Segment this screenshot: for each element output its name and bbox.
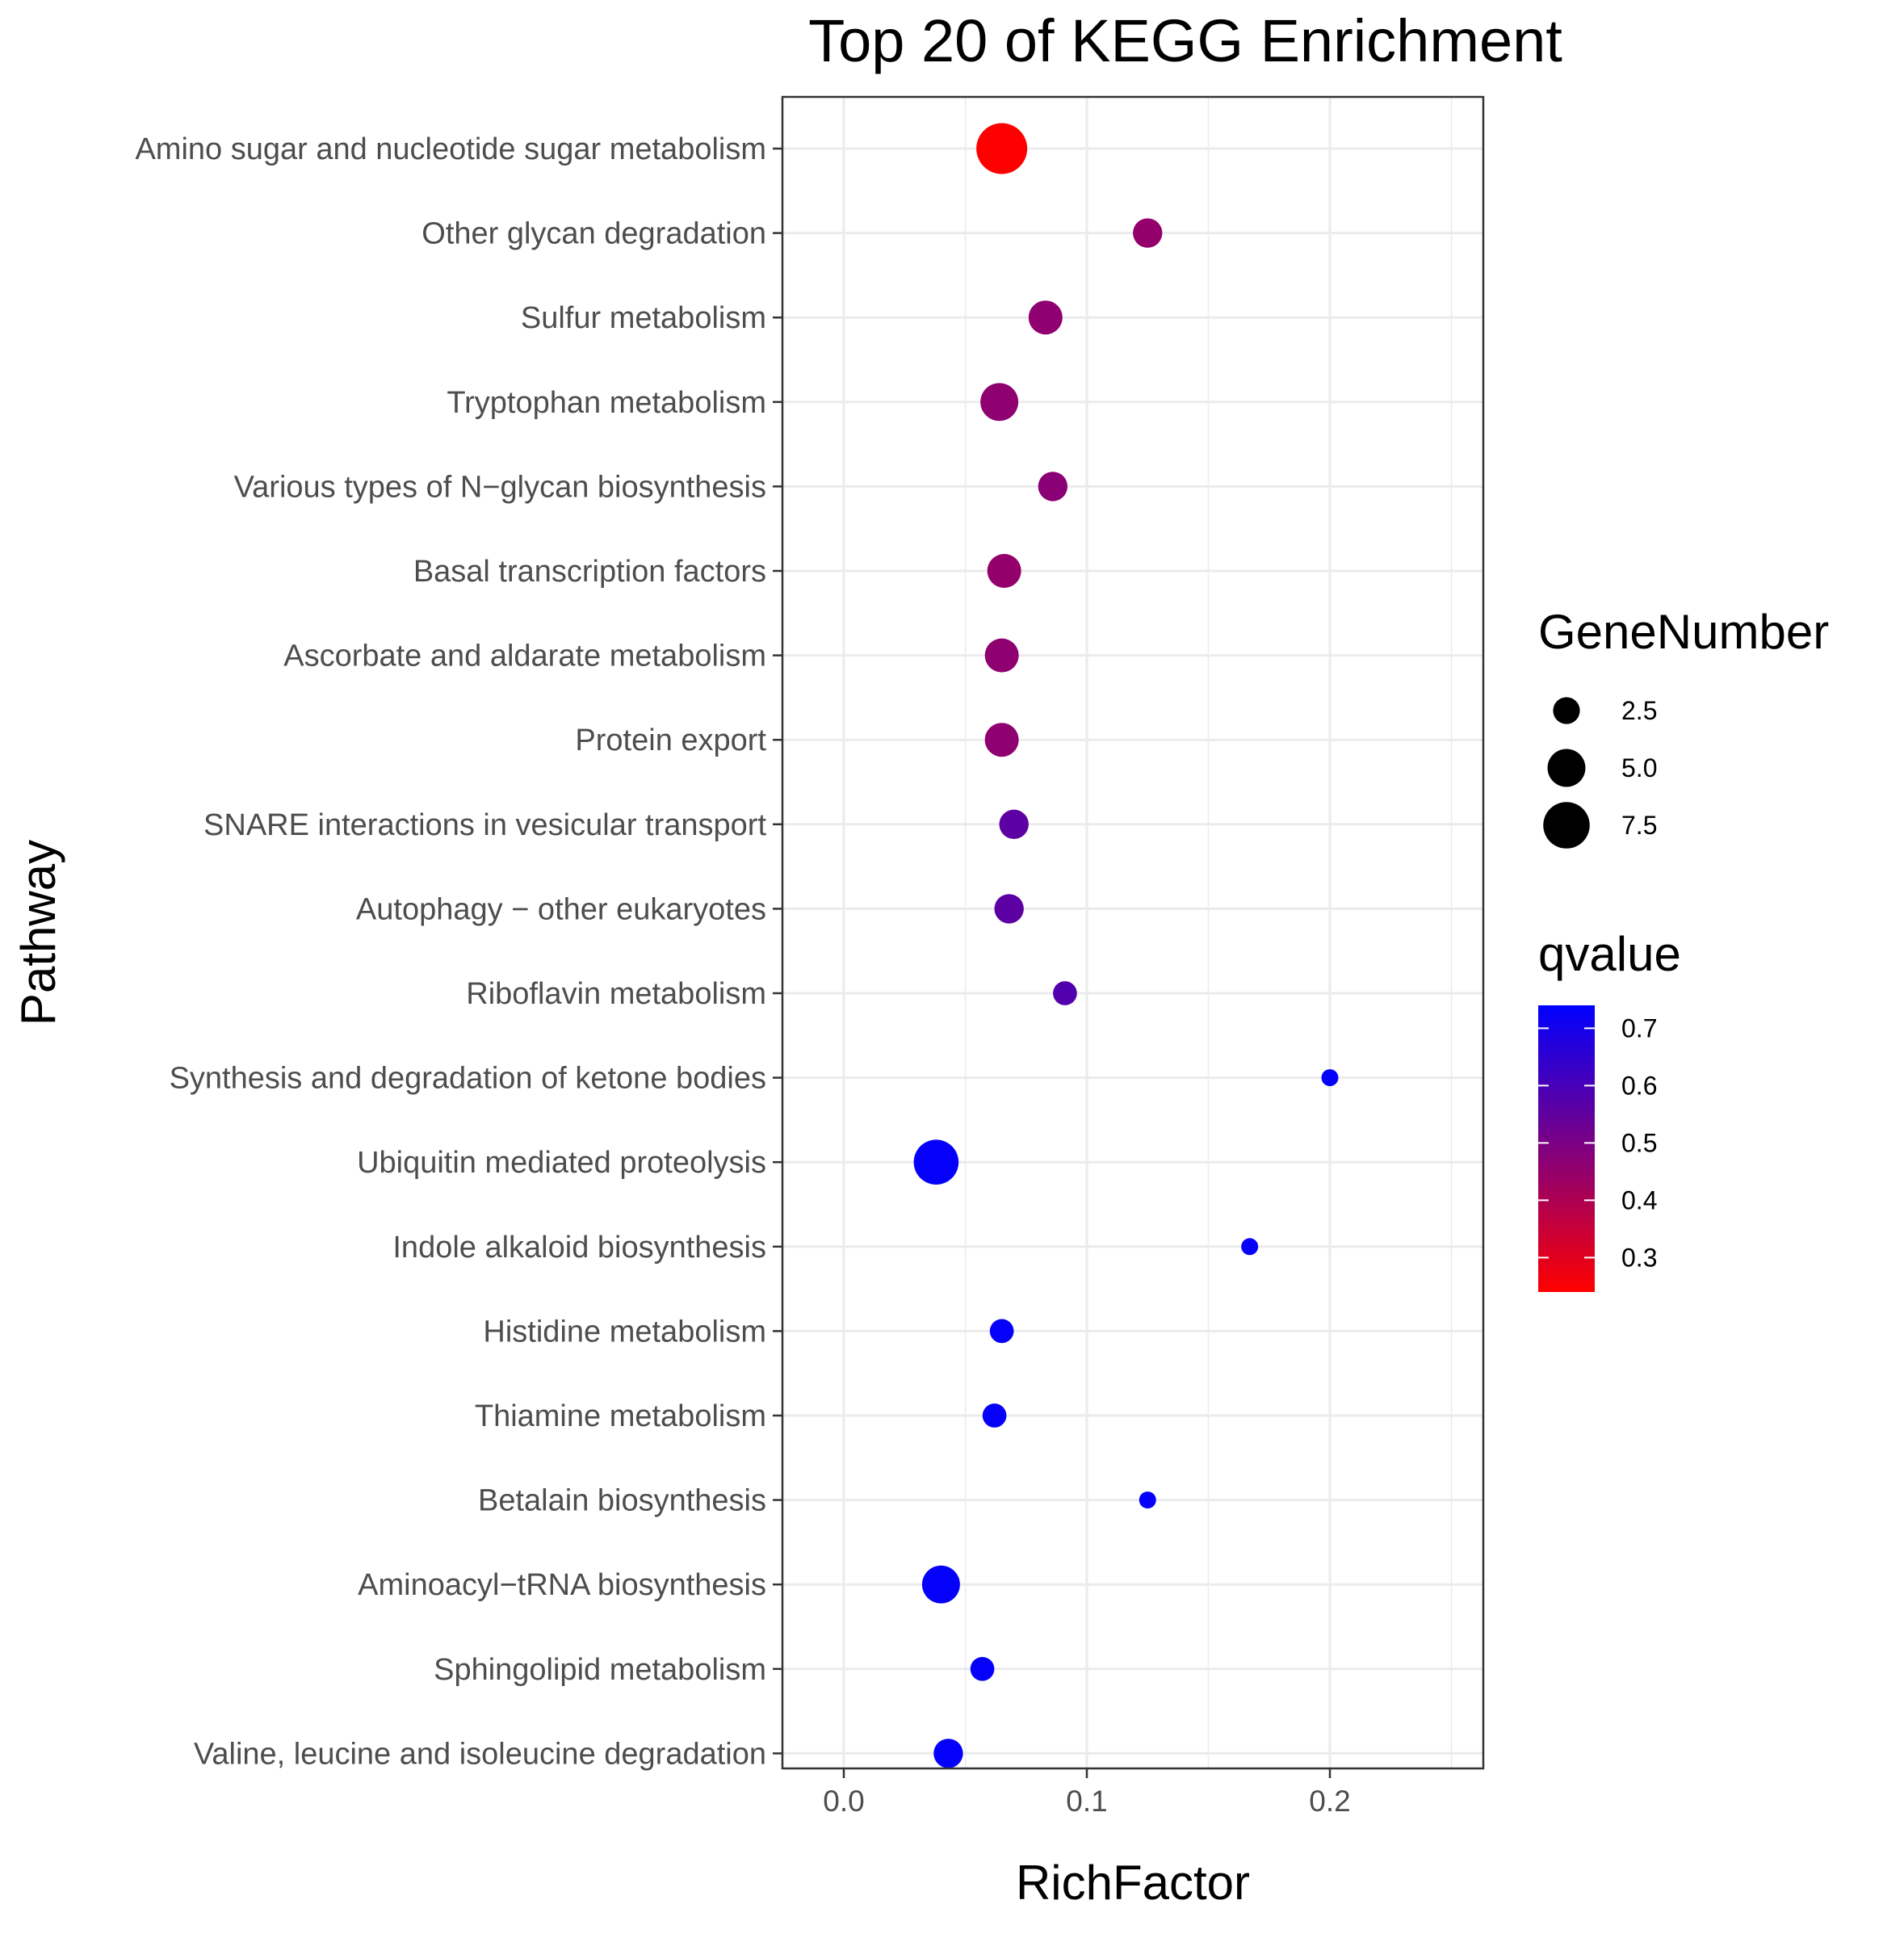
panel-border [781,95,1485,1770]
y-tick-label: Thiamine metabolism [475,1399,766,1433]
size-legend-items: 2.5 5.0 7.5 [1543,696,1657,849]
size-legend-key [1543,802,1590,849]
y-axis-title: Pathway [11,840,65,1026]
data-point [921,1565,960,1604]
y-tick-label: Sulfur metabolism [521,301,766,335]
y-tick-label: Ubiquitin mediated proteolysis [357,1146,766,1180]
y-tick-label: SNARE interactions in vesicular transpor… [203,808,766,842]
color-legend-ticks: 0.7 0.6 0.5 0.4 0.3 [1538,1013,1657,1272]
x-tick-label: 0.0 [823,1785,864,1818]
color-legend-bar [1538,1005,1595,1292]
data-point [984,638,1019,673]
size-legend-key [1553,697,1580,724]
data-point [970,1656,995,1681]
data-point [1321,1069,1339,1087]
y-tick-label: Other glycan degradation [421,217,766,251]
y-tick-label: Sphingolipid metabolism [434,1653,766,1687]
data-point [999,809,1029,839]
y-tick-label: Synthesis and degradation of ketone bodi… [170,1062,766,1096]
y-tick-label: Ascorbate and aldarate metabolism [283,640,766,673]
x-axis: 0.0 0.1 0.2 [823,1768,1351,1818]
data-point [984,723,1019,757]
y-tick-label: Autophagy − other eukaryotes [356,892,766,926]
data-point [1139,1491,1156,1509]
data-points [913,123,1339,1768]
chart-title: Top 20 of KEGG Enrichment [808,7,1562,74]
data-point [933,1739,963,1768]
data-point [994,894,1024,924]
y-tick-label: Indole alkaloid biosynthesis [392,1231,766,1265]
data-point [1053,981,1077,1005]
y-tick-label: Betalain biosynthesis [478,1484,766,1518]
y-tick-label: Various types of N−glycan biosynthesis [234,470,766,504]
data-point [1028,300,1063,335]
y-tick-label: Amino sugar and nucleotide sugar metabol… [135,132,766,166]
data-point [982,1403,1007,1428]
y-tick-label: Riboflavin metabolism [466,977,766,1011]
y-axis: Amino sugar and nucleotide sugar metabol… [135,132,782,1771]
y-tick-label: Aminoacyl−tRNA biosynthesis [358,1568,766,1602]
data-point [913,1139,959,1185]
data-point [989,1319,1014,1344]
data-point [1241,1238,1259,1256]
color-legend-title: qvalue [1538,927,1681,981]
y-tick-label: Valine, leucine and isoleucine degradati… [194,1737,766,1771]
y-tick-label: Tryptophan metabolism [447,386,766,420]
x-tick-label: 0.2 [1309,1785,1350,1818]
size-legend-label: 5.0 [1621,753,1657,782]
x-tick-label: 0.1 [1066,1785,1107,1818]
data-point [1038,472,1068,501]
grid-lines [782,97,1483,1768]
y-tick-label: Histidine metabolism [483,1315,766,1349]
color-legend-label: 0.5 [1621,1128,1657,1157]
size-legend-label: 7.5 [1621,811,1657,840]
size-legend-key [1547,749,1586,787]
data-point [987,554,1021,588]
color-legend: qvalue 0.7 0.6 0.5 0.4 0.3 [1538,927,1681,1292]
color-legend-label: 0.6 [1621,1071,1657,1100]
data-point [980,383,1019,422]
data-point [1133,218,1163,248]
data-point [976,123,1028,174]
size-legend-label: 2.5 [1621,696,1657,725]
color-legend-label: 0.4 [1621,1185,1657,1214]
size-legend: GeneNumber 2.5 5.0 7.5 [1538,605,1829,849]
size-legend-title: GeneNumber [1538,605,1829,659]
y-tick-label: Basal transcription factors [413,555,766,589]
y-tick-label: Protein export [575,724,766,757]
x-axis-title: RichFactor [1016,1856,1250,1910]
color-legend-label: 0.7 [1621,1013,1657,1042]
color-legend-label: 0.3 [1621,1243,1657,1272]
